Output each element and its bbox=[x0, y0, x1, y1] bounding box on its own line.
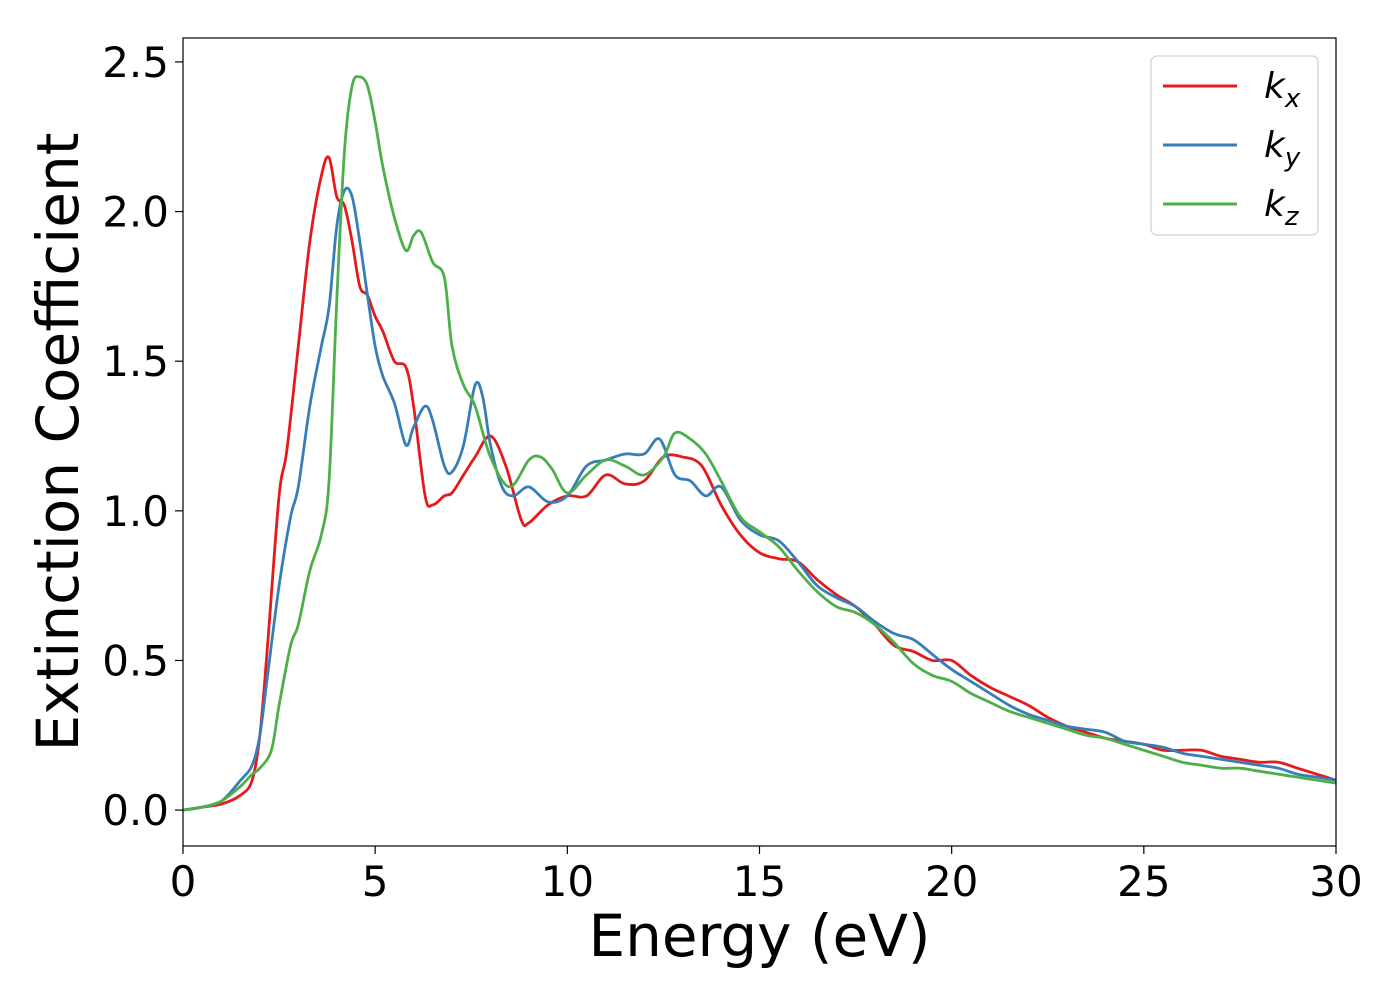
legend-label-kx: kx bbox=[1264, 66, 1301, 114]
x-tick-label: 20 bbox=[925, 857, 978, 906]
y-axis-ticks: 0.0 0.5 1.0 1.5 2.0 2.5 bbox=[102, 38, 183, 835]
x-tick-label: 15 bbox=[733, 857, 786, 906]
x-tick-label: 10 bbox=[541, 857, 594, 906]
y-tick-label: 2.0 bbox=[102, 188, 169, 237]
y-tick-label: 0.0 bbox=[102, 786, 169, 835]
y-tick-label: 1.0 bbox=[102, 487, 169, 536]
x-tick-label: 30 bbox=[1309, 857, 1362, 906]
y-tick-label: 1.5 bbox=[102, 337, 169, 386]
x-tick-label: 0 bbox=[170, 857, 197, 906]
x-tick-label: 25 bbox=[1117, 857, 1170, 906]
series-line-kx bbox=[183, 155, 1336, 812]
x-tick-label: 5 bbox=[362, 857, 389, 906]
plot-lines bbox=[183, 75, 1336, 812]
y-axis-title: Extinction Coefficient bbox=[24, 133, 92, 752]
x-axis-ticks: 0 5 10 15 20 25 30 bbox=[170, 846, 1363, 906]
y-tick-label: 2.5 bbox=[102, 38, 169, 87]
legend: kx ky kz bbox=[1150, 55, 1319, 236]
series-line-ky bbox=[183, 186, 1336, 812]
series-line-kz bbox=[183, 75, 1336, 812]
legend-label-ky: ky bbox=[1264, 125, 1301, 173]
legend-label-kz: kz bbox=[1264, 184, 1300, 232]
x-axis-title: Energy (eV) bbox=[588, 902, 930, 970]
y-tick-label: 0.5 bbox=[102, 636, 169, 685]
